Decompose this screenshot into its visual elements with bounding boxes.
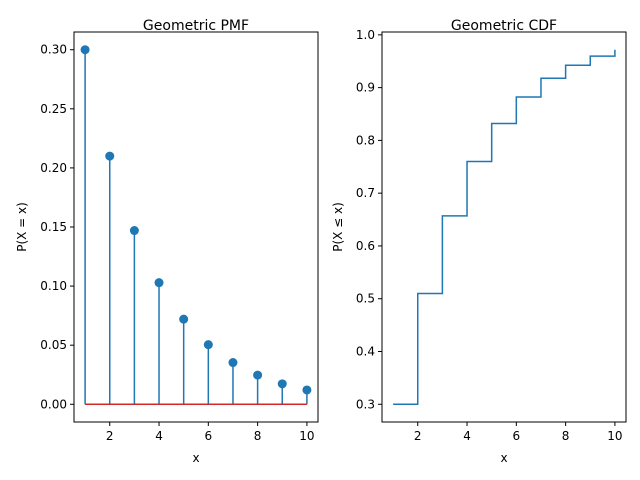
cdf-y-tick-label: 0.3 [356, 397, 375, 411]
pmf-stem-marker [203, 340, 213, 350]
pmf-stem-marker [105, 151, 115, 161]
cdf-y-tick-label: 0.8 [356, 133, 375, 147]
cdf-y-tick-label: 0.9 [356, 81, 375, 95]
cdf-y-axis-label: P(X ≤ x) [331, 202, 345, 252]
pmf-stem-marker [179, 314, 189, 324]
pmf-y-axis-label: P(X = x) [15, 202, 29, 252]
cdf-x-tick-label: 2 [414, 429, 422, 443]
cdf-x-tick-label: 8 [562, 429, 570, 443]
pmf-x-tick-label: 6 [205, 429, 213, 443]
pmf-x-tick-label: 8 [254, 429, 262, 443]
cdf-x-tick-label: 6 [513, 429, 521, 443]
pmf-x-tick-label: 2 [106, 429, 114, 443]
pmf-y-tick-label: 0.25 [40, 102, 67, 116]
pmf-x-tick-label: 4 [155, 429, 163, 443]
pmf-x-axis-label: x [192, 451, 199, 465]
cdf-y-tick-label: 0.7 [356, 186, 375, 200]
pmf-y-tick-label: 0.15 [40, 220, 67, 234]
cdf-x-tick-label: 4 [463, 429, 471, 443]
pmf-ticks: 2 4 6 8 10 0.00 0.05 0.10 0.15 0.20 0.25 0.30 [40, 43, 314, 443]
cdf-x-axis-label: x [500, 451, 507, 465]
pmf-stem-marker [228, 358, 238, 368]
pmf-y-tick-label: 0.10 [40, 279, 67, 293]
cdf-step-line [393, 49, 616, 406]
pmf-y-tick-label: 0.05 [40, 338, 67, 352]
pmf-axes-frame [73, 31, 319, 423]
pmf-x-tick-label: 10 [299, 429, 314, 443]
cdf-subplot: Geometric CDF 2 4 6 8 10 0.3 0.4 0.5 0.6 0.7 0.8 0.… [331, 18, 627, 465]
pmf-title: Geometric PMF [143, 18, 249, 34]
pmf-y-tick-label: 0.30 [40, 43, 67, 57]
cdf-title: Geometric CDF [451, 18, 557, 34]
cdf-axes-frame [381, 31, 627, 423]
cdf-x-tick-label: 10 [607, 429, 622, 443]
pmf-subplot: Geometric PMF 2 4 6 8 10 0.00 0.05 0.10 0.15 0.20… [15, 18, 319, 465]
pmf-y-tick-label: 0.00 [40, 397, 67, 411]
cdf-marks [393, 49, 616, 406]
pmf-stem-marker [253, 370, 263, 380]
cdf-y-tick-label: 0.4 [356, 344, 375, 358]
cdf-y-tick-label: 0.6 [356, 239, 375, 253]
cdf-ticks: 2 4 6 8 10 0.3 0.4 0.5 0.6 0.7 0.8 0.9 1.0 [356, 28, 623, 443]
pmf-stem-marker [129, 226, 139, 236]
pmf-marks [80, 45, 312, 406]
pmf-stem-marker [154, 278, 164, 288]
pmf-stem-marker [302, 385, 312, 395]
cdf-y-tick-label: 1.0 [356, 28, 375, 42]
pmf-y-tick-label: 0.20 [40, 161, 67, 175]
pmf-stem-marker [80, 45, 90, 55]
pmf-stem-marker [277, 379, 287, 389]
cdf-y-tick-label: 0.5 [356, 292, 375, 306]
